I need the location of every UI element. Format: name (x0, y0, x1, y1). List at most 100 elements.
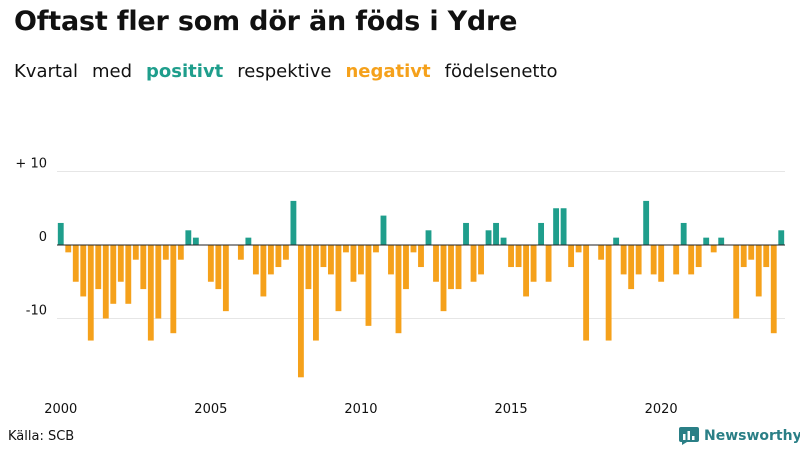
subtitle-fodelsenetto: födelsenetto (444, 61, 558, 82)
y-tick-label: -10 (26, 304, 47, 319)
bar (418, 245, 424, 268)
chart-title: Oftast fler som dör än föds i Ydre (14, 6, 518, 37)
bar (643, 200, 650, 245)
bar (102, 245, 109, 319)
bar (748, 245, 755, 260)
y-tick-label: 0 (39, 230, 47, 245)
bar (680, 222, 687, 245)
bar (433, 245, 439, 282)
bar (635, 245, 642, 275)
bar (117, 245, 124, 282)
bar (478, 245, 484, 275)
bar (252, 245, 259, 275)
bar (740, 245, 747, 268)
bar (373, 245, 379, 253)
grid-layer (57, 171, 785, 319)
bar (215, 245, 222, 290)
bar (553, 208, 560, 245)
bar (463, 222, 469, 245)
bar (343, 245, 349, 253)
bar (703, 237, 710, 245)
bar (500, 237, 507, 245)
bar (170, 245, 177, 334)
bar (710, 245, 717, 253)
bar (658, 245, 665, 282)
bar-chart-logo-icon (679, 427, 699, 445)
bar (177, 245, 184, 260)
subtitle-med: med (91, 61, 133, 82)
bar (628, 245, 635, 290)
bar (448, 245, 454, 290)
bar (358, 245, 364, 275)
bar (575, 245, 582, 253)
bar (410, 245, 417, 253)
bar (425, 230, 432, 245)
bar (365, 245, 372, 326)
bar (267, 245, 274, 275)
bar (335, 245, 342, 312)
bar (455, 245, 462, 290)
bar (530, 245, 537, 282)
source-note: Källa: SCB (8, 429, 75, 444)
bar (545, 245, 552, 282)
bar (162, 245, 169, 260)
axis-layer: + 10 0 -10 2000 2005 2010 2015 2020 (15, 157, 785, 417)
bar (718, 237, 725, 245)
bar (297, 245, 304, 378)
bar (260, 245, 267, 297)
bar (440, 245, 447, 312)
bar (147, 245, 154, 341)
bar (673, 245, 680, 275)
bar (245, 237, 252, 245)
bar (222, 245, 229, 312)
bar (155, 245, 162, 319)
bar (110, 245, 117, 304)
bar (695, 245, 702, 268)
bar (87, 245, 94, 341)
bar (192, 237, 199, 245)
bar (388, 245, 394, 275)
bar (650, 245, 657, 275)
subtitle-kvartal: Kvartal (14, 61, 78, 82)
x-tick-label: 2010 (344, 402, 377, 417)
bar (185, 230, 192, 245)
bar (237, 245, 244, 260)
bar (95, 245, 102, 290)
bar (755, 245, 762, 297)
bar (688, 245, 695, 275)
bar (605, 245, 612, 341)
bar (523, 245, 529, 297)
y-tick-label: + 10 (15, 157, 47, 172)
bar (583, 245, 590, 341)
bar (508, 245, 514, 268)
bar (380, 215, 387, 245)
bar (770, 245, 777, 334)
bar (290, 200, 297, 245)
bar (560, 208, 567, 245)
bar (470, 245, 477, 282)
bar (395, 245, 402, 334)
bar (125, 245, 132, 304)
bar (65, 245, 72, 253)
bar (620, 245, 627, 275)
bar (350, 245, 357, 282)
bar (763, 245, 770, 268)
bar (485, 230, 492, 245)
chart-subtitle: Kvartal med positivt respektive negativt föde… (14, 61, 572, 82)
bar (72, 245, 79, 282)
brand-name: Newsworthy (704, 428, 800, 444)
bar (313, 245, 319, 341)
subtitle-positive-word: positivt (146, 61, 224, 82)
bar (140, 245, 147, 290)
subtitle-respektive: respektive (237, 61, 332, 82)
bar (282, 245, 289, 260)
bar (275, 245, 282, 268)
bar (305, 245, 312, 290)
bar (207, 245, 214, 282)
bar-layer (57, 200, 785, 378)
bar (613, 237, 620, 245)
bar (598, 245, 605, 260)
bar (778, 230, 785, 245)
bar (538, 222, 545, 245)
bar (320, 245, 327, 268)
